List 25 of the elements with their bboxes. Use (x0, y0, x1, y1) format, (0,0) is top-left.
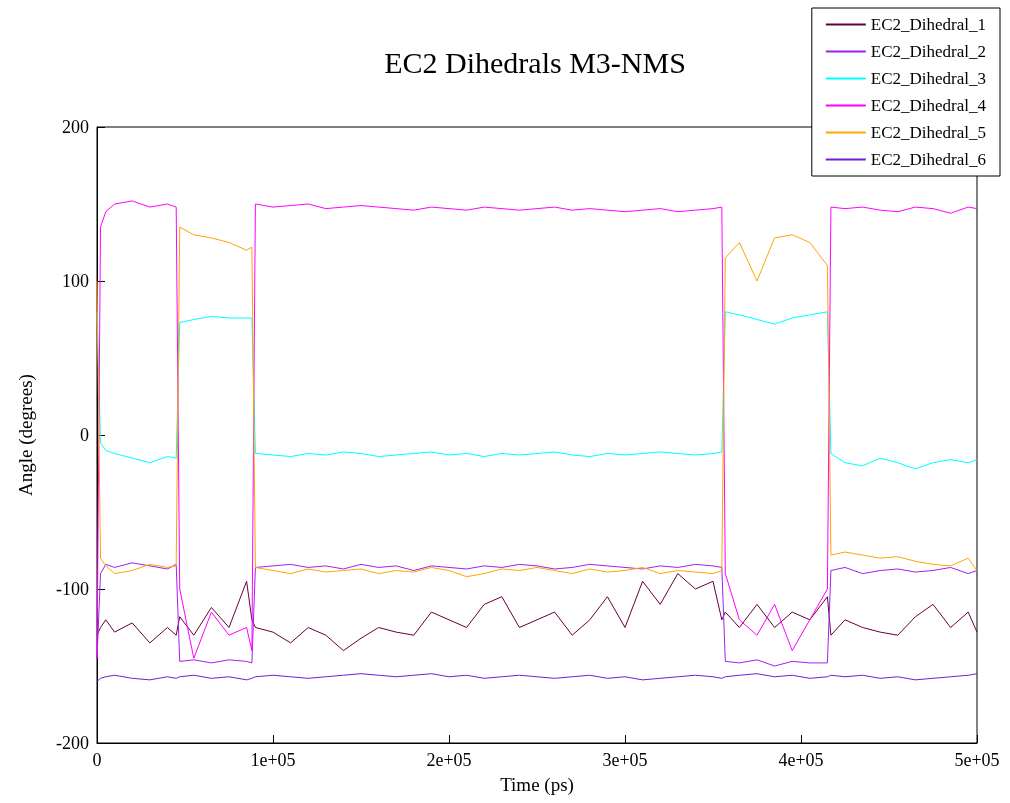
x-tick-label: 1e+05 (250, 750, 296, 770)
legend-label: EC2_Dihedral_4 (870, 96, 987, 115)
line-series (96, 673, 978, 682)
x-tick-label: 3e+05 (602, 750, 648, 770)
line-series (96, 226, 978, 578)
legend-label: EC2_Dihedral_6 (870, 150, 986, 169)
y-axis-title: Angle (degrees) (15, 374, 37, 496)
legend-label: EC2_Dihedral_2 (870, 42, 986, 61)
legend-label: EC2_Dihedral_3 (870, 69, 986, 88)
x-axis-title: Time (ps) (500, 774, 574, 796)
line-series (96, 562, 978, 667)
line-series (96, 200, 978, 659)
legend-label: EC2_Dihedral_1 (870, 15, 986, 34)
legend-label: EC2_Dihedral_5 (870, 123, 986, 142)
y-tick-label: 0 (80, 425, 89, 445)
chart-title: EC2 Dihedrals M3-NMS (384, 45, 686, 79)
y-tick-label: 200 (62, 117, 89, 137)
x-tick-label: 0 (92, 750, 102, 770)
y-tick-label: -100 (56, 579, 89, 599)
y-tick-label: 100 (62, 271, 89, 291)
x-tick-label: 2e+05 (426, 750, 472, 770)
x-tick-label: 4e+05 (778, 750, 824, 770)
y-tick-label: -200 (56, 733, 89, 753)
line-series (96, 573, 978, 652)
x-tick-label: 5e+05 (954, 750, 1000, 770)
